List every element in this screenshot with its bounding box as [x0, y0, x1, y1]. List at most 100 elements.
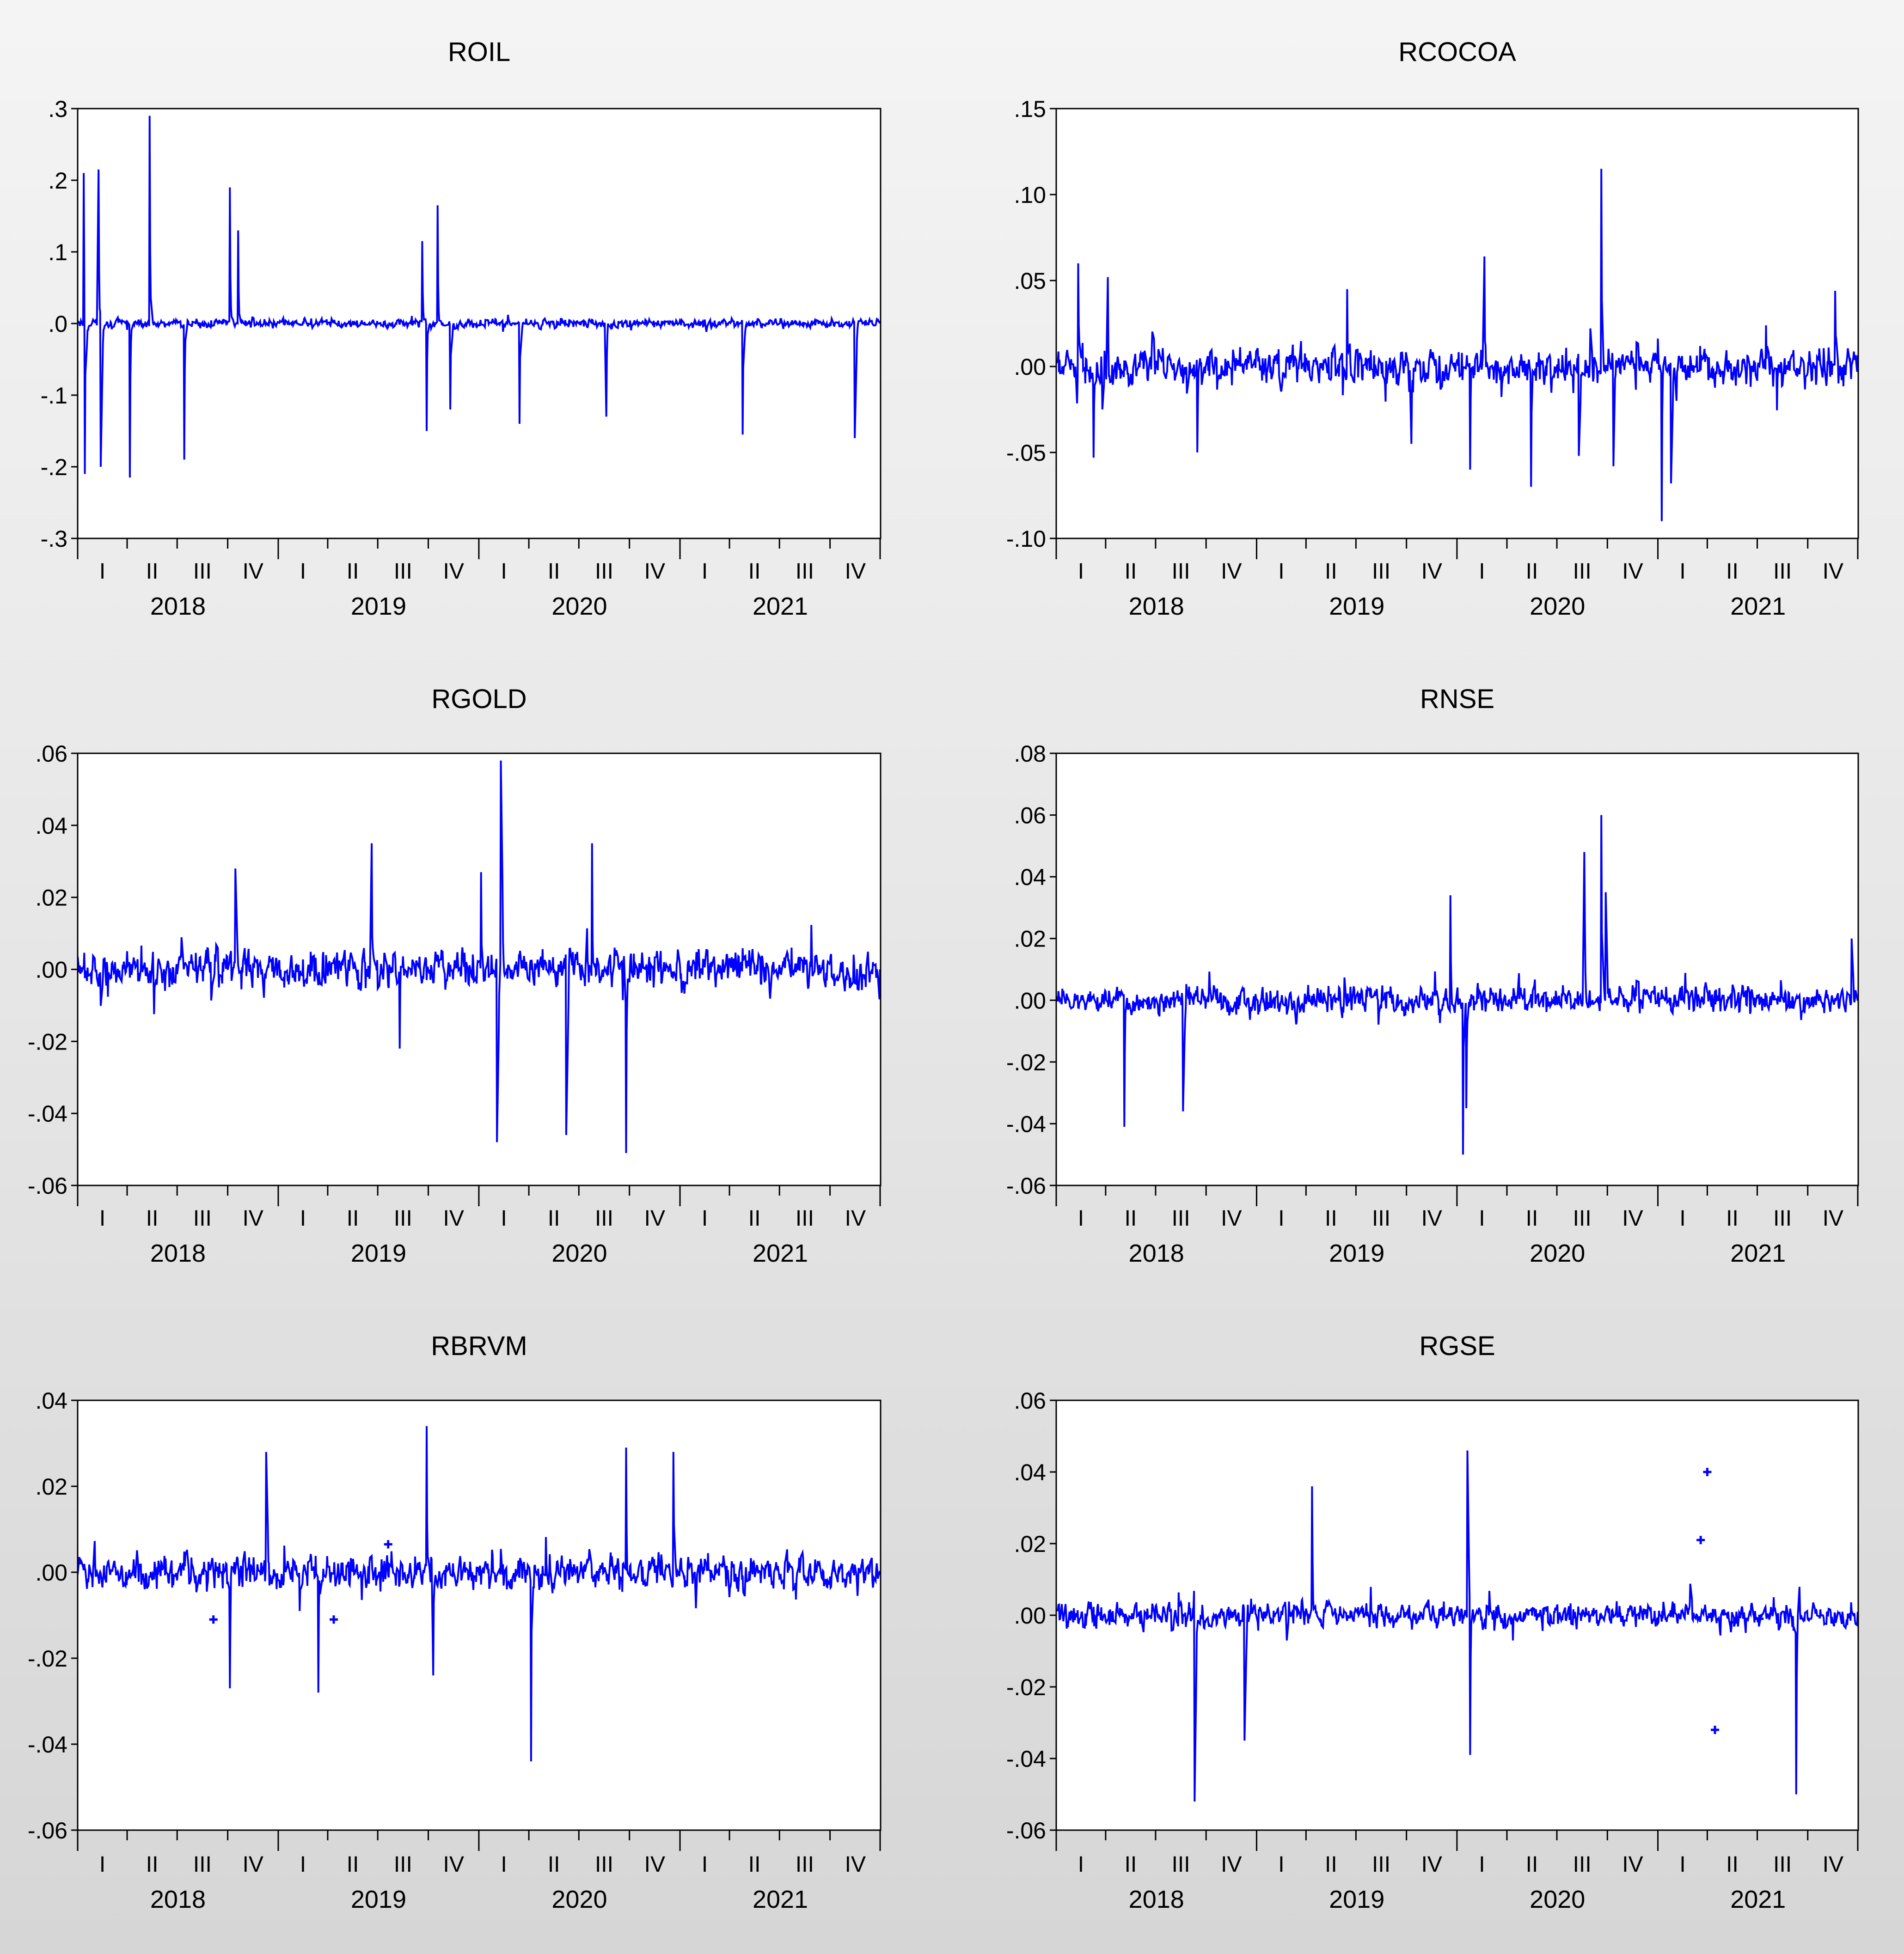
- x-quarter-label: IV: [1622, 559, 1643, 584]
- y-tick-label: -.02: [28, 1029, 67, 1055]
- x-quarter-label: I: [99, 1852, 105, 1877]
- y-tick-label: -.05: [1006, 440, 1046, 466]
- series-line: [78, 1426, 881, 1762]
- x-quarter-label: IV: [1421, 1852, 1442, 1877]
- x-quarter-label: II: [1526, 1206, 1538, 1231]
- x-quarter-label: I: [1679, 1852, 1685, 1877]
- x-quarter-label: III: [1172, 1206, 1190, 1231]
- x-quarter-label: IV: [1221, 559, 1242, 584]
- x-quarter-label: II: [347, 1852, 359, 1877]
- x-quarter-label: III: [193, 1852, 212, 1877]
- x-year-label: 2020: [1530, 1886, 1585, 1913]
- chart-title: RBRVM: [431, 1331, 527, 1361]
- x-quarter-label: III: [796, 1206, 814, 1231]
- panel-rbrvm: RBRVM.04.02.00-.02-.04-.06I II III IV I II III…: [28, 1331, 882, 1913]
- x-quarter-label: II: [1325, 559, 1337, 584]
- x-quarter-label: II: [748, 559, 761, 584]
- x-quarter-label: III: [193, 559, 212, 584]
- x-quarter-label: IV: [1421, 1206, 1442, 1231]
- x-year-label: 2021: [753, 1886, 808, 1913]
- y-tick-label: .04: [35, 813, 67, 839]
- x-year-label: 2021: [1730, 592, 1786, 620]
- panel-roil: ROIL.3.2.1.0-.1-.2-.3I II III IV I II III IV I II…: [41, 37, 882, 620]
- data-point-marker: [330, 1615, 338, 1624]
- x-quarter-label: II: [1726, 1206, 1739, 1231]
- x-quarter-label: I: [501, 559, 507, 584]
- x-year-label: 2018: [1129, 1886, 1184, 1913]
- x-quarter-label: III: [1573, 559, 1592, 584]
- series-line: [1056, 1450, 1858, 1802]
- x-quarter-label: I: [300, 559, 306, 584]
- chart-title: ROIL: [448, 37, 510, 67]
- panel-rnse: RNSE.08.06.04.02.00-.02-.04-.06I II III IV I…: [1006, 684, 1859, 1267]
- series-line: [78, 760, 881, 1153]
- x-year-label: 2021: [1730, 1240, 1786, 1267]
- x-quarter-label: III: [1773, 1852, 1792, 1877]
- plot-frame: [1055, 108, 1859, 539]
- y-tick-label: .0: [48, 311, 67, 337]
- x-year-label: 2019: [1329, 1886, 1384, 1913]
- y-tick-label: .00: [35, 1560, 67, 1586]
- x-quarter-label: IV: [1823, 559, 1843, 584]
- y-tick-label: -.02: [1006, 1050, 1046, 1075]
- x-quarter-label: IV: [1622, 1852, 1643, 1877]
- x-quarter-label: I: [1278, 1206, 1284, 1231]
- panel-rgold: RGOLD.06.04.02.00-.02-.04-.06I II III IV I II…: [28, 684, 882, 1267]
- x-quarter-label: I: [1278, 1852, 1284, 1877]
- y-tick-label: -.04: [1006, 1111, 1046, 1137]
- data-point-marker: [1703, 1468, 1712, 1476]
- x-quarter-label: III: [796, 1852, 814, 1877]
- x-quarter-label: I: [1679, 1206, 1685, 1231]
- plot-area: [78, 1400, 881, 1830]
- y-tick-label: -.04: [1006, 1746, 1046, 1772]
- x-quarter-label: I: [702, 1206, 708, 1231]
- x-quarter-label: III: [1372, 1852, 1390, 1877]
- x-quarter-label: I: [1078, 1852, 1084, 1877]
- data-point-marker: [209, 1615, 218, 1624]
- y-tick-label: .00: [1014, 354, 1046, 380]
- x-quarter-label: II: [146, 559, 159, 584]
- x-quarter-label: III: [394, 1206, 412, 1231]
- x-quarter-label: IV: [243, 559, 263, 584]
- x-quarter-label: II: [1125, 1852, 1137, 1877]
- x-quarter-label: I: [501, 1852, 507, 1877]
- y-tick-label: .15: [1014, 96, 1046, 122]
- x-quarter-label: IV: [1823, 1206, 1843, 1231]
- x-year-label: 2020: [551, 1886, 607, 1913]
- x-year-label: 2018: [1129, 1240, 1184, 1267]
- y-tick-label: -.02: [28, 1646, 67, 1672]
- x-quarter-label: IV: [845, 1852, 866, 1877]
- y-tick-label: .00: [1014, 988, 1046, 1014]
- data-point-marker: [1730, 1618, 1739, 1627]
- series-line: [1056, 815, 1858, 1155]
- x-quarter-label: IV: [443, 559, 464, 584]
- y-tick-label: .02: [35, 1474, 67, 1500]
- x-year-label: 2018: [150, 1240, 206, 1267]
- x-quarter-label: I: [501, 1206, 507, 1231]
- x-quarter-label: II: [1325, 1206, 1337, 1231]
- x-quarter-label: I: [300, 1852, 306, 1877]
- data-point-marker: [1696, 1536, 1705, 1545]
- y-tick-label: .04: [1014, 864, 1046, 890]
- y-tick-label: -.10: [1006, 526, 1046, 552]
- x-quarter-label: IV: [644, 559, 665, 584]
- x-quarter-label: IV: [845, 1206, 866, 1231]
- chart-title: RGSE: [1419, 1331, 1495, 1361]
- x-year-label: 2021: [1730, 1886, 1786, 1913]
- plot-area: [1056, 109, 1858, 538]
- x-quarter-label: I: [99, 1206, 105, 1231]
- y-tick-label: -.06: [1006, 1818, 1046, 1844]
- x-quarter-label: II: [1726, 559, 1739, 584]
- x-quarter-label: III: [1573, 1852, 1592, 1877]
- x-year-label: 2020: [1530, 592, 1585, 620]
- x-quarter-label: IV: [1221, 1206, 1242, 1231]
- series-line: [1056, 169, 1858, 521]
- x-quarter-label: II: [347, 559, 359, 584]
- y-tick-label: -.1: [41, 383, 67, 409]
- x-quarter-label: III: [394, 559, 412, 584]
- y-tick-label: .08: [1014, 741, 1046, 767]
- plot-frame: [77, 108, 882, 539]
- x-quarter-label: II: [548, 1206, 560, 1231]
- chart-title: RGOLD: [431, 684, 527, 714]
